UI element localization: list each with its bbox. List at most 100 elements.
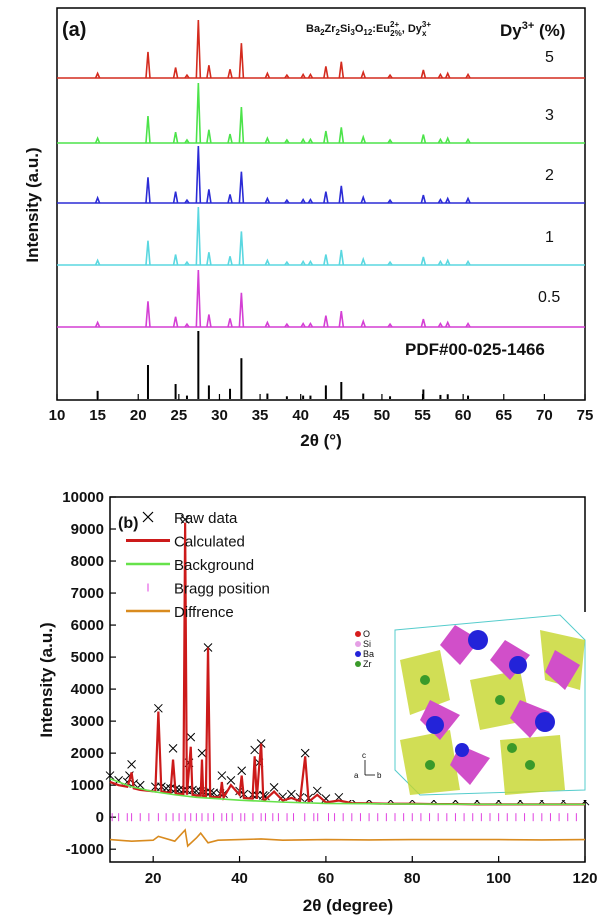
peak bbox=[437, 137, 444, 144]
formula-part: Si bbox=[340, 23, 350, 35]
peak bbox=[184, 138, 190, 144]
x-tick-label: 100 bbox=[486, 870, 511, 887]
peak bbox=[323, 191, 329, 204]
zr-atom bbox=[525, 760, 535, 770]
y-tick-label: 2000 bbox=[71, 745, 104, 762]
peak bbox=[307, 137, 314, 144]
raw-point bbox=[186, 732, 196, 742]
inset-label: Si bbox=[363, 639, 371, 649]
legend-dot bbox=[355, 651, 361, 657]
peak bbox=[465, 137, 471, 144]
peak bbox=[387, 138, 393, 144]
raw-point bbox=[154, 703, 163, 713]
peak bbox=[420, 69, 427, 79]
x-tick-label: 75 bbox=[577, 407, 594, 424]
x-tick-label: 80 bbox=[404, 870, 421, 887]
zr-atom bbox=[495, 695, 505, 705]
peak bbox=[227, 69, 233, 79]
formula-part: 12 bbox=[363, 28, 372, 37]
peak bbox=[387, 198, 393, 204]
peak bbox=[420, 256, 427, 266]
peak bbox=[284, 138, 290, 144]
formula-part: , Dy bbox=[402, 23, 423, 35]
peak bbox=[360, 134, 366, 144]
peak bbox=[437, 321, 444, 328]
raw-point bbox=[237, 766, 247, 776]
formula-part: :Eu bbox=[372, 23, 390, 35]
peak bbox=[323, 66, 329, 79]
peak bbox=[284, 322, 290, 328]
y-tick-label: 3000 bbox=[71, 713, 104, 730]
formula-part: 2+ bbox=[390, 20, 399, 29]
y-tick-label: 6000 bbox=[71, 617, 104, 634]
legend-dot bbox=[355, 641, 361, 647]
peak bbox=[338, 127, 345, 144]
y-tick-label: 7000 bbox=[71, 585, 104, 602]
peak bbox=[94, 258, 101, 266]
inset-label: a bbox=[354, 771, 359, 780]
peak bbox=[238, 43, 245, 79]
raw-point bbox=[287, 789, 296, 799]
peak bbox=[227, 133, 233, 144]
peak bbox=[284, 73, 290, 79]
peak bbox=[338, 249, 345, 266]
formula-part: Ba bbox=[306, 23, 321, 35]
raw-point bbox=[300, 748, 310, 758]
peak bbox=[227, 318, 233, 328]
legend-title-part: 3+ bbox=[522, 20, 535, 32]
peak bbox=[94, 195, 101, 204]
y-tick-label: 9000 bbox=[71, 521, 104, 538]
peak bbox=[195, 269, 202, 328]
peak bbox=[145, 51, 151, 79]
peak bbox=[227, 194, 233, 204]
peak bbox=[264, 136, 271, 144]
peak bbox=[323, 315, 329, 328]
peak bbox=[195, 82, 202, 144]
ba-atom bbox=[426, 716, 444, 734]
legend-label: Raw data bbox=[174, 510, 238, 527]
peak bbox=[307, 197, 314, 204]
peak bbox=[264, 196, 271, 204]
legend-label: Background bbox=[174, 557, 254, 574]
zr-atom bbox=[420, 675, 430, 685]
ba-atom bbox=[468, 630, 488, 650]
y-tick-label: 4000 bbox=[71, 681, 104, 698]
series-line bbox=[109, 778, 585, 806]
series-label: 2 bbox=[545, 167, 554, 184]
peak bbox=[387, 260, 393, 266]
x-axis-label: 2θ (°) bbox=[300, 431, 342, 450]
peak bbox=[172, 191, 179, 204]
peak bbox=[300, 137, 306, 144]
formula-part: Zr bbox=[325, 23, 337, 35]
peak bbox=[145, 115, 151, 144]
unit-cell bbox=[394, 614, 586, 796]
x-tick-label: 20 bbox=[145, 870, 162, 887]
peak bbox=[145, 301, 151, 328]
peak bbox=[206, 252, 212, 266]
formula-part: 3 bbox=[350, 28, 355, 37]
x-tick-label: 15 bbox=[89, 407, 106, 424]
peak bbox=[145, 240, 151, 266]
peak bbox=[206, 189, 212, 204]
peak bbox=[284, 260, 290, 266]
series-label: 5 bbox=[545, 49, 554, 66]
peak bbox=[172, 67, 179, 79]
x-tick-label: 120 bbox=[572, 870, 597, 887]
x-tick-label: 40 bbox=[292, 407, 309, 424]
formula-part: 2 bbox=[320, 28, 325, 37]
formula: Ba2Zr2Si3O12:Eu2+ 2%, Dy3+ x bbox=[306, 20, 431, 38]
peak bbox=[437, 259, 444, 266]
ba-atom bbox=[455, 743, 469, 757]
x-tick-label: 50 bbox=[374, 407, 391, 424]
formula-part: 2% bbox=[390, 29, 402, 38]
inset-label: b bbox=[377, 771, 382, 780]
y-tick-label: 5000 bbox=[71, 649, 104, 666]
peak bbox=[444, 320, 451, 328]
legend-label: Diffrence bbox=[174, 604, 234, 621]
peak bbox=[437, 197, 444, 204]
peak bbox=[300, 259, 306, 266]
peak bbox=[206, 129, 212, 144]
peak bbox=[437, 72, 444, 79]
peak bbox=[465, 196, 471, 204]
series-label: 0.5 bbox=[538, 289, 560, 306]
